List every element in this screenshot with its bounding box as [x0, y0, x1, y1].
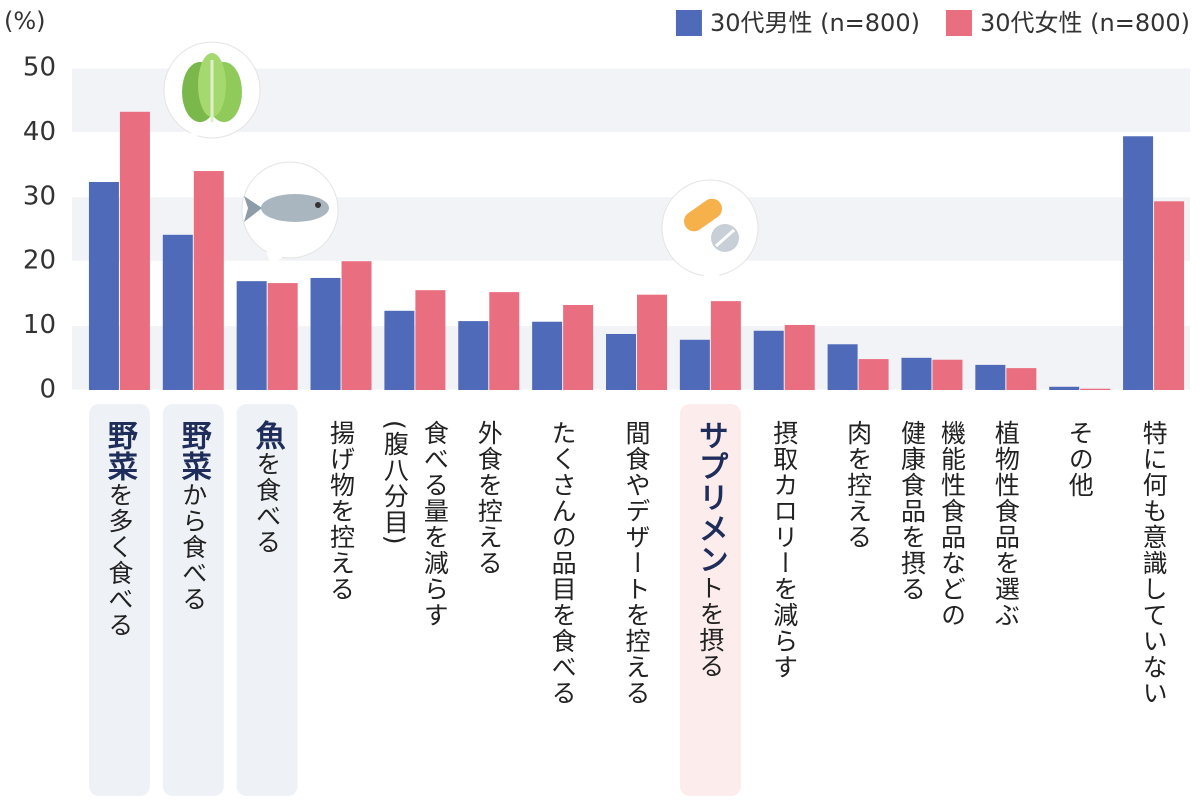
bar	[458, 321, 489, 390]
x-tick-label: 魚を食べる	[249, 420, 285, 555]
y-unit-label: (%)	[4, 7, 46, 35]
bar	[193, 171, 224, 390]
bar	[415, 290, 446, 390]
label-highlight	[88, 404, 150, 796]
bar	[267, 283, 298, 390]
x-tick-label: 野菜を多く食べる	[101, 420, 137, 638]
label-highlight	[162, 404, 224, 796]
y-tick-label: 0	[39, 375, 56, 405]
x-tick-label: 間食やデザートを控える	[622, 420, 651, 706]
label-highlight	[236, 404, 298, 796]
bar	[710, 301, 741, 390]
lettuce-bubble	[163, 41, 261, 139]
y-tick-label: 30	[23, 181, 56, 211]
x-tick-label: 摂取カロリーを減らす	[769, 420, 799, 680]
background-band	[72, 132, 1190, 197]
bar	[88, 181, 119, 390]
bar	[827, 344, 858, 390]
bar	[119, 111, 150, 391]
bar	[563, 304, 594, 390]
y-tick-label: 50	[23, 53, 56, 83]
x-tick-label: 特に何も意識していない	[1139, 420, 1169, 706]
x-tick-label: 外食を控える	[474, 420, 504, 576]
legend-swatch	[675, 10, 702, 36]
legend-label: 30代女性 (n=800)	[980, 9, 1190, 37]
bar	[1154, 201, 1185, 390]
y-tick-label: 40	[23, 117, 56, 147]
bar	[606, 333, 636, 390]
bar	[637, 294, 667, 390]
bar	[932, 359, 963, 390]
bar	[1080, 388, 1111, 390]
bar	[858, 359, 889, 390]
icons	[163, 41, 759, 290]
y-tick-label: 20	[23, 246, 56, 276]
bar	[1123, 136, 1154, 390]
y-tick-label: 10	[23, 310, 56, 340]
x-tick-label: サプリメントを摂る	[692, 420, 728, 679]
bar	[384, 310, 415, 390]
x-tick-label: 揚げ物を控える	[326, 420, 356, 602]
x-tick-label: たくさんの品目を食べる	[548, 420, 578, 706]
label-highlight	[679, 404, 741, 796]
bar	[310, 277, 341, 390]
bar	[975, 364, 1006, 390]
background-band	[72, 196, 1190, 262]
x-tick-label: 食べる量を減らす (腹八分目)	[380, 420, 450, 628]
bar	[1006, 368, 1037, 390]
x-tick-label: 野菜から食べる	[175, 420, 211, 612]
bar	[679, 339, 710, 390]
x-tick-label: 肉を控える	[843, 420, 873, 550]
pill-bubble	[661, 179, 759, 290]
bar	[1049, 386, 1080, 390]
legend-label: 30代男性 (n=800)	[710, 9, 920, 37]
bar	[753, 330, 784, 390]
bar	[901, 357, 932, 390]
bar	[341, 261, 372, 390]
fish-bubble	[241, 161, 339, 266]
bar	[162, 234, 193, 390]
bar	[532, 321, 563, 390]
x-tick-label: その他	[1065, 420, 1095, 498]
bar	[236, 281, 267, 390]
x-tick-label: 植物性食品を選ぶ	[991, 420, 1021, 628]
x-tick-label: 機能性食品などの 健康食品を摂る	[897, 420, 967, 628]
bar	[489, 292, 520, 390]
bar	[784, 324, 815, 390]
legend-swatch	[945, 10, 972, 36]
